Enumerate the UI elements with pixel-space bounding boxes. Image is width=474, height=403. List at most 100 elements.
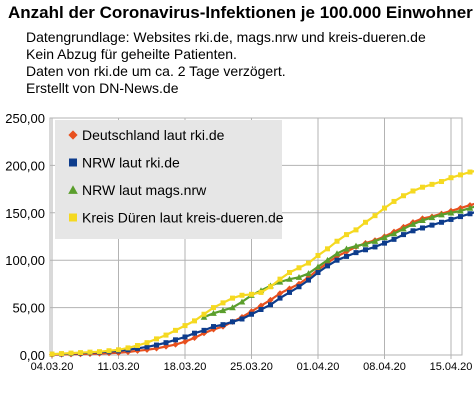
data-point: [410, 228, 416, 234]
series-3: [49, 169, 474, 357]
data-point: [154, 342, 159, 348]
data-point: [277, 276, 283, 282]
data-point: [192, 330, 197, 336]
data-point: [277, 295, 283, 301]
data-point: [249, 291, 254, 297]
data-point: [324, 256, 331, 263]
data-point: [362, 240, 369, 247]
y-tick-label: 200,00: [5, 158, 45, 173]
data-point: [258, 289, 264, 295]
data-point: [458, 214, 463, 220]
data-point: [154, 336, 159, 342]
data-point: [182, 334, 188, 340]
data-point: [333, 250, 341, 257]
data-point: [305, 270, 312, 277]
data-point: [372, 244, 378, 250]
data-point: [172, 341, 179, 348]
data-point: [410, 188, 416, 194]
data-point: [420, 225, 425, 231]
data-point: [439, 219, 444, 225]
data-point: [49, 351, 55, 357]
data-point: [220, 300, 226, 306]
data-point: [306, 260, 311, 266]
data-point: [276, 278, 284, 285]
data-point: [448, 216, 454, 222]
data-point: [286, 275, 293, 282]
data-point: [78, 350, 83, 356]
chart-subtitle-line-3: Daten von rki.de um ca. 2 Tage verzögert…: [26, 63, 286, 79]
x-tick-label: 01.04.20: [297, 361, 340, 373]
data-point: [239, 292, 245, 298]
data-point: [191, 334, 198, 342]
data-point: [409, 220, 417, 227]
data-point: [238, 298, 246, 305]
data-point: [363, 219, 368, 225]
legend-label: NRW laut rki.de: [82, 155, 180, 171]
data-point: [173, 337, 178, 343]
legend-marker: [69, 213, 77, 222]
data-point: [192, 318, 197, 324]
data-point: [390, 230, 398, 237]
data-point: [447, 209, 455, 216]
data-point: [201, 311, 207, 317]
data-point: [296, 284, 302, 290]
data-point: [248, 308, 255, 315]
data-point: [439, 179, 444, 185]
data-point: [334, 257, 340, 263]
x-tick-label: 18.03.20: [164, 361, 207, 373]
plot-border: [49, 117, 463, 356]
data-point: [352, 242, 360, 249]
data-point: [210, 309, 217, 316]
data-point: [295, 273, 303, 280]
data-point: [173, 327, 178, 333]
data-point: [144, 340, 150, 346]
data-point: [87, 349, 93, 355]
data-point: [344, 253, 349, 259]
data-point: [200, 330, 208, 337]
data-point: [68, 350, 74, 356]
data-point: [182, 323, 188, 329]
x-tick-label: 08.04.20: [363, 361, 406, 373]
data-point: [391, 198, 397, 204]
legend-marker: [69, 158, 77, 167]
data-point: [401, 193, 406, 199]
data-point: [276, 290, 284, 297]
data-point: [372, 213, 378, 219]
legend-marker: [68, 185, 78, 194]
data-point: [371, 237, 379, 244]
chart-subtitle-line-2: Kein Abzug für geheilte Patienten.: [26, 46, 237, 62]
y-tick-label: 100,00: [5, 253, 45, 268]
data-point: [268, 302, 273, 308]
data-point: [239, 316, 245, 322]
data-point: [419, 217, 426, 224]
data-point: [116, 347, 121, 353]
chart-subtitle-line-4: Erstellt von DN-News.de: [26, 80, 179, 96]
data-point: [344, 232, 349, 238]
data-point: [287, 289, 292, 295]
data-point: [391, 236, 397, 242]
x-tick-label: 25.03.20: [230, 361, 273, 373]
data-point: [363, 247, 368, 253]
legend-box: [55, 120, 282, 239]
data-point: [143, 346, 151, 353]
legend-label: Kreis Düren laut kreis-dueren.de: [82, 210, 284, 226]
data-point: [144, 344, 150, 350]
data-point: [457, 207, 464, 214]
data-point: [467, 169, 473, 175]
data-point: [230, 319, 235, 325]
chart-title: Anzahl der Coronavirus-Infektionen je 10…: [8, 3, 473, 22]
data-point: [314, 263, 322, 270]
data-point: [429, 222, 435, 228]
data-point: [163, 332, 169, 338]
data-point: [448, 175, 454, 181]
x-tick-label: 15.04.20: [430, 361, 473, 373]
data-point: [125, 345, 131, 351]
data-point: [268, 284, 273, 290]
data-point: [315, 270, 321, 276]
data-point: [381, 234, 388, 241]
y-tick-label: 0,00: [20, 348, 45, 363]
data-point: [467, 211, 473, 217]
data-point: [220, 322, 226, 328]
data-point: [334, 238, 340, 244]
